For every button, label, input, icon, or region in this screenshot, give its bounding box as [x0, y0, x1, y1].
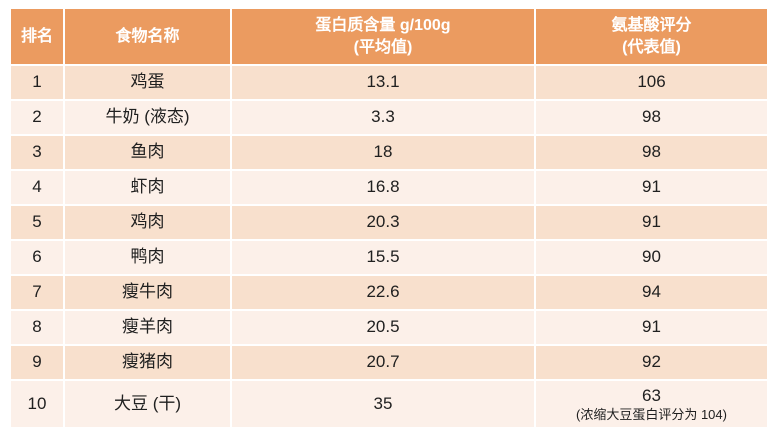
- rank-cell: 7: [11, 276, 63, 309]
- score-note: (浓缩大豆蛋白评分为 104): [576, 406, 727, 422]
- protein-cell: 20.7: [232, 346, 534, 379]
- score-cell: 90: [536, 241, 767, 274]
- protein-cell: 16.8: [232, 171, 534, 204]
- table-row: 4 虾肉 16.8 91: [11, 171, 767, 204]
- score-cell: 92: [536, 346, 767, 379]
- col-header-protein: 蛋白质含量 g/100g (平均值): [232, 9, 534, 64]
- table-row: 1 鸡蛋 13.1 106: [11, 66, 767, 99]
- score-value: 63: [642, 385, 661, 405]
- col-header-protein-sublabel: (平均值): [353, 38, 413, 56]
- rank-cell: 4: [11, 171, 63, 204]
- rank-cell: 10: [11, 381, 63, 427]
- food-cell: 牛奶 (液态): [65, 101, 230, 134]
- protein-cell: 3.3: [232, 101, 534, 134]
- food-cell: 虾肉: [65, 171, 230, 204]
- food-cell: 鱼肉: [65, 136, 230, 169]
- col-header-food: 食物名称: [65, 9, 230, 64]
- score-cell: 91: [536, 311, 767, 344]
- col-header-rank-label: 排名: [20, 27, 53, 45]
- score-cell: 98: [536, 136, 767, 169]
- table-row: 10 大豆 (干) 35 63 (浓缩大豆蛋白评分为 104): [11, 381, 767, 427]
- score-cell: 94: [536, 276, 767, 309]
- food-cell: 瘦牛肉: [65, 276, 230, 309]
- table-row: 3 鱼肉 18 98: [11, 136, 767, 169]
- col-header-score: 氨基酸评分 (代表值): [536, 9, 767, 64]
- food-cell: 鸭肉: [65, 241, 230, 274]
- protein-cell: 18: [232, 136, 534, 169]
- rank-cell: 5: [11, 206, 63, 239]
- protein-ranking-table: 排名 食物名称 蛋白质含量 g/100g (平均值) 氨基酸评分 (代表值) 1…: [9, 7, 769, 429]
- col-header-protein-label: 蛋白质含量 g/100g: [315, 16, 451, 34]
- rank-cell: 1: [11, 66, 63, 99]
- rank-cell: 8: [11, 311, 63, 344]
- rank-cell: 3: [11, 136, 63, 169]
- score-cell: 106: [536, 66, 767, 99]
- table-row: 2 牛奶 (液态) 3.3 98: [11, 101, 767, 134]
- col-header-rank: 排名: [11, 9, 63, 64]
- header-row: 排名 食物名称 蛋白质含量 g/100g (平均值) 氨基酸评分 (代表值): [11, 9, 767, 64]
- score-cell: 91: [536, 171, 767, 204]
- table-row: 9 瘦猪肉 20.7 92: [11, 346, 767, 379]
- food-cell: 瘦羊肉: [65, 311, 230, 344]
- protein-cell: 35: [232, 381, 534, 427]
- score-cell: 91: [536, 206, 767, 239]
- table-row: 8 瘦羊肉 20.5 91: [11, 311, 767, 344]
- protein-cell: 13.1: [232, 66, 534, 99]
- table-row: 5 鸡肉 20.3 91: [11, 206, 767, 239]
- col-header-score-sublabel: (代表值): [622, 38, 681, 56]
- protein-cell: 22.6: [232, 276, 534, 309]
- rank-cell: 2: [11, 101, 63, 134]
- food-cell: 鸡蛋: [65, 66, 230, 99]
- protein-cell: 20.5: [232, 311, 534, 344]
- col-header-score-label: 氨基酸评分: [611, 16, 692, 34]
- score-cell: 63 (浓缩大豆蛋白评分为 104): [536, 381, 767, 427]
- protein-cell: 15.5: [232, 241, 534, 274]
- food-cell: 鸡肉: [65, 206, 230, 239]
- rank-cell: 9: [11, 346, 63, 379]
- table-row: 7 瘦牛肉 22.6 94: [11, 276, 767, 309]
- table-row: 6 鸭肉 15.5 90: [11, 241, 767, 274]
- food-cell: 瘦猪肉: [65, 346, 230, 379]
- score-cell: 98: [536, 101, 767, 134]
- rank-cell: 6: [11, 241, 63, 274]
- col-header-food-label: 食物名称: [115, 27, 180, 45]
- food-cell: 大豆 (干): [65, 381, 230, 427]
- protein-cell: 20.3: [232, 206, 534, 239]
